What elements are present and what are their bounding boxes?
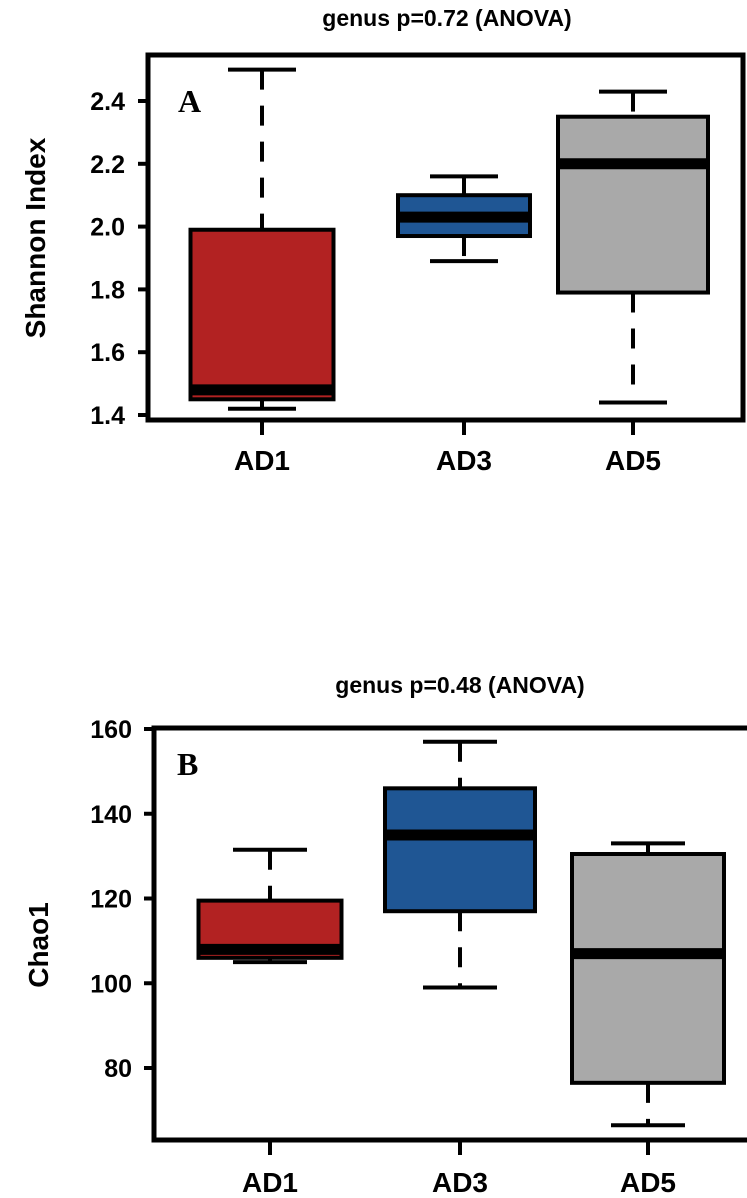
y-axis-label: Chao1 [23,902,54,988]
y-tick-label: 100 [90,970,132,998]
box-marks [196,739,726,1128]
chart-title: genus p=0.72 (ANOVA) [322,5,571,31]
plot-frame [145,52,746,423]
box-ad5 [556,89,710,405]
x-tick-label: AD3 [436,445,492,476]
box-ad3 [383,739,537,990]
y-tick-label: 1.8 [90,276,125,304]
box-ad1 [196,847,344,965]
y-tick-label: 160 [90,716,132,744]
y-tick-label: 2.0 [90,214,125,242]
plot-frame [151,725,747,1143]
y-tick-label: 2.4 [90,88,125,116]
y-tick-label: 1.6 [90,339,125,367]
y-tick-label: 120 [90,886,132,914]
chart-title: genus p=0.48 (ANOVA) [335,672,584,698]
iqr-box [556,114,710,295]
box-ad5 [570,841,726,1128]
iqr-box [570,852,726,1085]
x-axis: AD1 AD3 AD5 [234,422,661,476]
panel-label: A [178,83,201,119]
y-tick-label: 140 [90,801,132,829]
chart-panel-b: genus p=0.48 (ANOVA) B Chao1 80 100 120 140… [23,672,747,1198]
x-tick-label: AD3 [432,1167,488,1198]
iqr-box [188,227,336,402]
y-axis-label: Shannon Index [20,137,51,338]
y-axis: 1.4 1.6 1.8 2.0 2.2 2.4 [90,88,148,430]
box-marks [188,67,710,411]
x-tick-label: AD1 [242,1167,298,1198]
y-tick-label: 80 [104,1055,132,1083]
y-tick-label: 1.4 [90,402,125,430]
iqr-box [383,786,537,914]
box-ad1 [188,67,336,411]
y-axis: 80 100 120 140 160 [90,716,154,1083]
x-tick-label: AD1 [234,445,290,476]
x-axis: AD1 AD3 AD5 [242,1142,676,1198]
box-ad3 [396,174,532,264]
y-tick-label: 2.2 [90,151,125,179]
x-tick-label: AD5 [620,1167,676,1198]
panel-label: B [177,746,198,782]
x-tick-label: AD5 [605,445,661,476]
chart-panel-a: genus p=0.72 (ANOVA) A Shannon Index 1.4… [20,5,746,476]
